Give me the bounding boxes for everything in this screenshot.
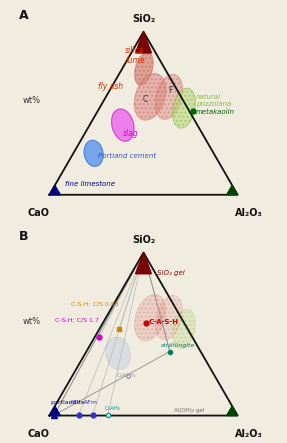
Text: CaO: CaO: [27, 208, 49, 218]
Text: Al(OH)₃ gel: Al(OH)₃ gel: [174, 408, 204, 413]
Polygon shape: [49, 406, 60, 416]
Text: wt%: wt%: [23, 316, 41, 326]
Ellipse shape: [134, 74, 166, 120]
Polygon shape: [49, 185, 60, 195]
Text: SiO₂ gel: SiO₂ gel: [157, 271, 185, 276]
Ellipse shape: [134, 295, 166, 341]
Text: AFt: AFt: [70, 400, 80, 405]
Polygon shape: [227, 406, 238, 416]
Text: C-S-H: C/S 0.83: C-S-H: C/S 0.83: [71, 301, 119, 306]
Polygon shape: [135, 32, 152, 53]
Ellipse shape: [155, 295, 183, 340]
Text: metakaolin: metakaolin: [195, 109, 234, 115]
Text: C: C: [143, 95, 148, 104]
Ellipse shape: [84, 140, 103, 167]
Ellipse shape: [106, 337, 131, 370]
Ellipse shape: [172, 309, 195, 349]
Text: Portland cement: Portland cement: [98, 153, 156, 159]
Polygon shape: [227, 185, 238, 195]
Text: C₃ASH₆: C₃ASH₆: [117, 373, 137, 377]
Text: A: A: [19, 9, 29, 22]
Text: Al₂O₃: Al₂O₃: [235, 429, 263, 439]
Text: C₃AH₆: C₃AH₆: [105, 405, 121, 411]
Text: AFm: AFm: [84, 400, 98, 405]
Text: SiO₂: SiO₂: [132, 14, 155, 24]
Text: slag: slag: [123, 129, 138, 138]
Text: Al₂O₃: Al₂O₃: [235, 208, 263, 218]
Text: natural
pozzolana: natural pozzolana: [196, 94, 231, 107]
Text: F: F: [168, 86, 173, 95]
Text: silica
fume: silica fume: [125, 46, 145, 66]
Text: C-A-S-H: C-A-S-H: [148, 319, 178, 325]
Text: strätlingite: strätlingite: [160, 343, 195, 348]
Text: fine limestone: fine limestone: [65, 181, 115, 187]
Text: CaO: CaO: [27, 429, 49, 439]
Ellipse shape: [172, 88, 195, 128]
Text: wt%: wt%: [23, 96, 41, 105]
Ellipse shape: [112, 109, 134, 141]
Text: C-S-H: C/S 1.7: C-S-H: C/S 1.7: [55, 317, 99, 322]
Text: fly ash: fly ash: [98, 82, 123, 91]
Text: portlandite: portlandite: [50, 400, 85, 405]
Polygon shape: [135, 253, 152, 274]
Text: B: B: [19, 230, 29, 243]
Ellipse shape: [135, 52, 153, 85]
Ellipse shape: [155, 74, 183, 120]
Text: SiO₂: SiO₂: [132, 235, 155, 245]
